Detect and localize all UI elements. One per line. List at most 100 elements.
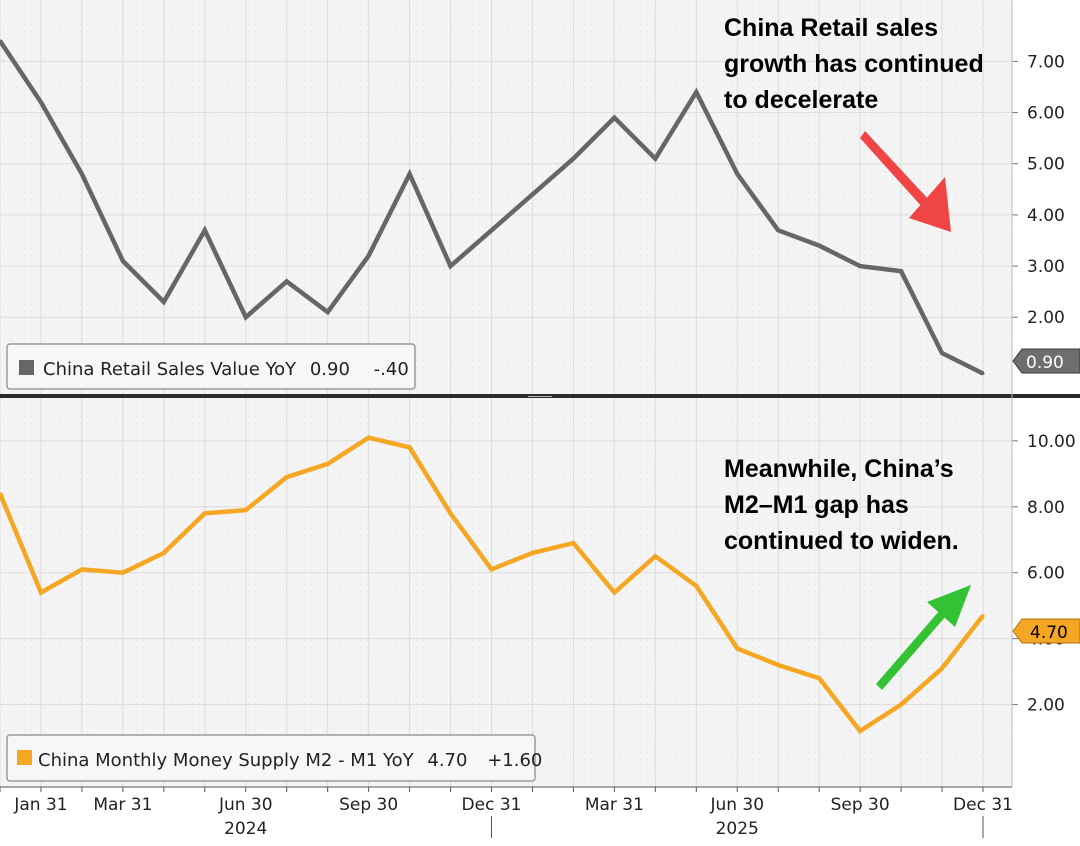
x-month-label: Mar 31: [93, 795, 152, 815]
money-data-point: [981, 614, 985, 618]
retail-last-value-tag: 0.90: [1012, 348, 1080, 374]
x-axis: Jan 31 Mar 31 Jun 30 Sep 30 Dec 31 Mar 31 Jun …: [0, 786, 1080, 846]
retail-series: [0, 39, 985, 376]
retail-legend-label: China Retail Sales Value YoY: [43, 359, 297, 380]
money-last-value-label: 4.70: [1030, 623, 1068, 643]
x-month-label: Jun 30: [709, 795, 764, 815]
retail-down-arrow-icon: [860, 131, 951, 232]
money-up-arrow-icon: [876, 585, 971, 690]
x-month-label: Sep 30: [831, 795, 890, 815]
retail-data-point: [367, 254, 371, 258]
money-ytick-label: 10.00: [1027, 432, 1076, 452]
retail-last-value-label: 0.90: [1026, 353, 1064, 373]
money-data-point: [285, 475, 289, 479]
x-month-label: Jan 31: [13, 795, 67, 815]
money-legend-label: China Monthly Money Supply M2 - M1 YoY: [38, 750, 415, 771]
money-legend: China Monthly Money Supply M2 - M1 YoY 4…: [6, 734, 542, 782]
money-ytick-label: 8.00: [1027, 498, 1065, 518]
money-data-point: [244, 508, 248, 512]
retail-legend-last: 0.90: [310, 359, 350, 380]
money-legend-swatch: [17, 750, 32, 765]
money-data-point: [858, 729, 862, 733]
money-data-point: [653, 554, 657, 558]
svg-text:China Monthly Money Supply M2: China Monthly Money Supply M2 - M1 YoY 4…: [38, 750, 542, 771]
money-data-point: [408, 445, 412, 449]
money-data-point: [121, 571, 125, 575]
money-data-point: [530, 551, 534, 555]
retail-data-point: [408, 172, 412, 176]
money-data-point: [39, 591, 43, 594]
money-legend-change: +1.60: [487, 750, 542, 771]
retail-legend-change: -.40: [374, 359, 409, 380]
retail-data-point: [80, 172, 84, 176]
retail-data-point: [940, 351, 944, 355]
retail-data-point: [203, 228, 207, 232]
money-data-point: [694, 584, 698, 588]
retail-data-point: [326, 310, 330, 314]
retail-legend-swatch: [19, 360, 34, 375]
svg-text:China Retail sales gro: China Retail sales growth has continued …: [724, 14, 991, 114]
retail-data-point: [776, 228, 780, 232]
money-plot-bg: [0, 398, 1012, 787]
money-ytick-label: 6.00: [1027, 564, 1065, 584]
money-data-point: [612, 591, 616, 594]
retail-ytick-label: 7.00: [1027, 52, 1065, 72]
retail-data-point: [0, 39, 2, 43]
money-data-point: [940, 666, 944, 670]
money-legend-last: 4.70: [427, 750, 467, 771]
money-series: [0, 435, 985, 735]
money-last-value-marker: [1012, 618, 1080, 644]
money-data-point: [776, 663, 780, 667]
retail-legend-box: [6, 343, 416, 390]
retail-data-point: [981, 372, 985, 376]
retail-grid: [0, 0, 1012, 394]
retail-data-point: [162, 300, 166, 304]
retail-data-point: [121, 259, 125, 263]
x-year-label: 2025: [716, 819, 759, 839]
money-data-point: [326, 462, 330, 466]
money-data-point: [203, 511, 207, 515]
money-legend-box: [6, 734, 536, 782]
money-data-point: [162, 551, 166, 555]
svg-text:Meanwhile, China’s M2–: Meanwhile, China’s M2–M1 gap has continu…: [724, 455, 961, 555]
money-data-point: [449, 511, 453, 515]
retail-data-point: [817, 244, 821, 248]
retail-ytick-label: 2.00: [1027, 308, 1065, 328]
x-month-label: Sep 30: [339, 795, 398, 815]
retail-panel: 2.00 3.00 4.00 5.00 6.00 7.00 China Retail Sa…: [0, 0, 1080, 394]
x-axis-ticks: Jan 31 Mar 31 Jun 30 Sep 30 Dec 31 Mar 31 Jun …: [0, 787, 1013, 839]
money-data-point: [490, 567, 493, 571]
retail-data-point: [39, 100, 43, 104]
money-annotation-line-2: M2–M1 gap has: [724, 491, 909, 519]
retail-data-point: [899, 269, 903, 273]
money-data-point: [80, 567, 84, 571]
retail-data-point: [285, 279, 289, 283]
retail-y-axis: 2.00 3.00 4.00 5.00 6.00 7.00: [1012, 52, 1065, 328]
retail-data-point: [735, 172, 739, 176]
x-month-label: Jun 30: [218, 795, 273, 815]
money-ytick-label: 2.00: [1027, 696, 1065, 716]
money-annotation-line-3: continued to widen.: [724, 527, 959, 555]
money-data-point: [817, 676, 821, 680]
money-annotation: Meanwhile, China’s M2–M1 gap has continu…: [724, 455, 971, 690]
retail-data-point: [858, 264, 862, 268]
retail-ytick-label: 6.00: [1027, 104, 1065, 124]
svg-text:China Retail Sales Value YoY: China Retail Sales Value YoY 0.90 -.40: [43, 359, 409, 380]
x-month-label: Mar 31: [585, 795, 644, 815]
retail-data-point: [612, 116, 616, 120]
retail-legend: China Retail Sales Value YoY 0.90 -.40: [6, 343, 416, 390]
money-data-point: [571, 541, 575, 545]
x-month-label: Dec 31: [462, 795, 522, 815]
money-data-point: [735, 647, 739, 651]
money-data-point: [899, 703, 903, 707]
x-year-label: 2024: [224, 819, 267, 839]
retail-annotation-line-1: China Retail sales: [724, 14, 938, 42]
money-last-value-tag: 4.70: [1012, 618, 1080, 644]
x-month-label: Dec 31: [953, 795, 1013, 815]
retail-data-point: [530, 192, 534, 196]
retail-data-point: [653, 157, 657, 161]
money-data-point: [367, 436, 371, 440]
retail-data-point: [244, 315, 248, 319]
